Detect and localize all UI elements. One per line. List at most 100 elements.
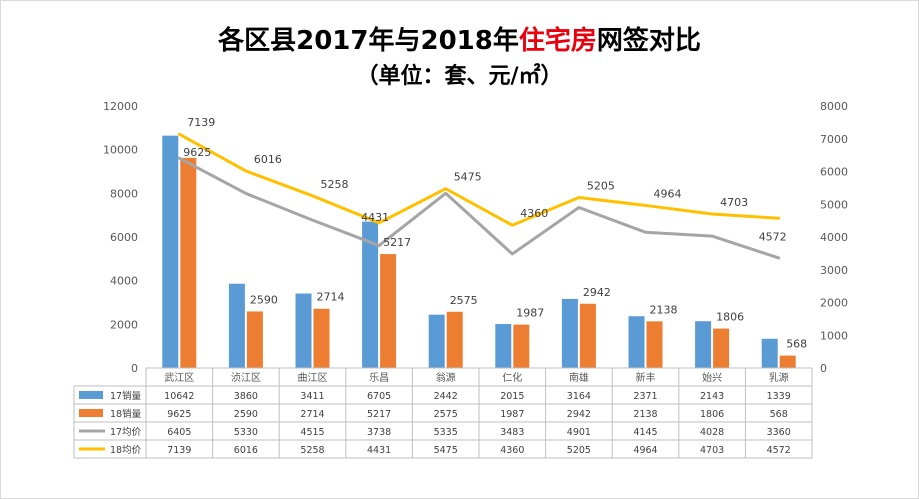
bar-18-sales <box>779 355 796 368</box>
y2-tick-label: 5000 <box>820 198 848 211</box>
table-cell: 5475 <box>434 445 458 456</box>
bar-18-sales <box>713 328 730 368</box>
table-cell: 4028 <box>700 427 724 438</box>
chart-title: 各区县2017年与2018年住宅房网签对比 <box>0 20 919 57</box>
table-cell: 4964 <box>633 445 657 456</box>
table-cell: 2138 <box>633 409 657 420</box>
chart-subtitle: （单位：套、元/㎡） <box>356 64 563 89</box>
table-cell: 2590 <box>234 409 258 420</box>
table-cell: 2015 <box>500 391 524 402</box>
legend-entry: 18销量 <box>110 408 142 420</box>
table-cell: 10642 <box>164 391 194 402</box>
data-label-18-sales: 568 <box>786 338 807 351</box>
x-tick-label: 始兴 <box>702 371 722 384</box>
x-tick-label: 仁化 <box>502 371 522 384</box>
table-cell: 2575 <box>434 409 458 420</box>
table-cell: 3738 <box>367 427 391 438</box>
table-cell: 3411 <box>300 391 324 402</box>
table-cell: 4515 <box>300 427 324 438</box>
bar-17-sales <box>561 298 578 368</box>
data-label-18-price: 4572 <box>759 230 787 243</box>
data-label-18-price: 7139 <box>187 116 215 129</box>
data-label-18-price: 5258 <box>321 178 349 191</box>
bar-17-sales <box>428 314 445 368</box>
x-tick-label: 武江区 <box>164 371 194 384</box>
data-label-18-price: 5205 <box>587 180 615 193</box>
bar-17-sales <box>628 316 645 368</box>
bar-17-sales <box>695 321 712 368</box>
bar-18-sales <box>579 303 596 368</box>
data-label-18-sales: 9625 <box>183 146 211 159</box>
data-label-18-sales: 5217 <box>383 236 411 249</box>
y-tick-label: 8000 <box>110 187 138 200</box>
title-highlight: 住宅房 <box>518 26 597 56</box>
y2-tick-label: 2000 <box>820 297 848 310</box>
y2-tick-label: 6000 <box>820 166 848 179</box>
y-tick-label: 6000 <box>110 231 138 244</box>
table-cell: 4572 <box>767 445 791 456</box>
bar-17-sales <box>495 324 512 368</box>
bar-17-sales <box>162 135 179 368</box>
table-cell: 1339 <box>767 391 791 402</box>
data-label-18-price: 5475 <box>454 171 482 184</box>
bar-18-sales <box>513 324 530 368</box>
table-cell: 4145 <box>633 427 657 438</box>
y2-tick-label: 7000 <box>820 133 848 146</box>
x-tick-label: 浈江区 <box>231 372 261 384</box>
bar-17-sales <box>228 283 245 368</box>
data-label-18-price: 6016 <box>254 153 282 166</box>
y2-tick-label: 0 <box>820 362 827 375</box>
data-label-18-sales: 2575 <box>450 294 478 307</box>
title-part2: 网签对比 <box>596 26 701 56</box>
x-tick-label: 曲江区 <box>298 372 328 384</box>
table-cell: 3360 <box>767 427 791 438</box>
x-tick-label: 南雄 <box>569 371 589 384</box>
y2-tick-label: 4000 <box>820 231 848 244</box>
data-label-18-sales: 2714 <box>317 291 345 304</box>
table-cell: 6405 <box>167 427 191 438</box>
x-tick-label: 乳源 <box>769 371 789 384</box>
bar-18-sales <box>180 157 197 368</box>
table-cell: 9625 <box>167 409 191 420</box>
x-tick-label: 新丰 <box>636 371 656 384</box>
table-cell: 2371 <box>633 391 657 402</box>
legend-entry: 17销量 <box>110 390 142 402</box>
y-tick-label: 4000 <box>110 275 138 288</box>
table-cell: 5335 <box>434 427 458 438</box>
table-cell: 2714 <box>300 409 324 420</box>
bar-18-sales <box>313 308 330 368</box>
y2-tick-label: 1000 <box>820 329 848 342</box>
table-cell: 5205 <box>567 445 591 456</box>
bar-18-sales <box>380 254 397 368</box>
data-label-18-sales: 2138 <box>650 303 678 316</box>
table-cell: 2442 <box>434 391 458 402</box>
table-cell: 4360 <box>500 445 524 456</box>
legend-key-bar <box>79 409 103 417</box>
data-label-18-price: 4964 <box>654 187 682 200</box>
data-label-18-sales: 1987 <box>516 307 544 320</box>
table-cell: 4431 <box>367 445 391 456</box>
table-cell: 4703 <box>700 445 724 456</box>
bar-17-sales <box>295 293 312 368</box>
bar-17-sales <box>761 338 778 368</box>
bar-18-sales <box>646 321 663 368</box>
data-label-18-price: 4360 <box>520 207 548 220</box>
table-cell: 6705 <box>367 391 391 402</box>
bar-18-sales <box>446 311 463 368</box>
legend-key-bar <box>79 391 103 399</box>
x-tick-label: 翁源 <box>436 371 456 384</box>
y2-tick-label: 8000 <box>820 100 848 113</box>
table-cell: 3164 <box>567 391 591 402</box>
table-cell: 2143 <box>700 391 724 402</box>
table-cell: 6016 <box>234 445 258 456</box>
line-17-price <box>177 156 781 260</box>
table-cell: 3860 <box>234 391 258 402</box>
x-tick-label: 乐昌 <box>369 372 389 384</box>
table-cell: 1987 <box>500 409 524 420</box>
y-tick-label: 12000 <box>103 100 138 113</box>
line-18-price <box>177 132 781 227</box>
data-label-18-sales: 2590 <box>250 293 278 306</box>
data-label-18-price: 4431 <box>361 211 389 224</box>
legend-entry: 18均价 <box>110 444 142 456</box>
